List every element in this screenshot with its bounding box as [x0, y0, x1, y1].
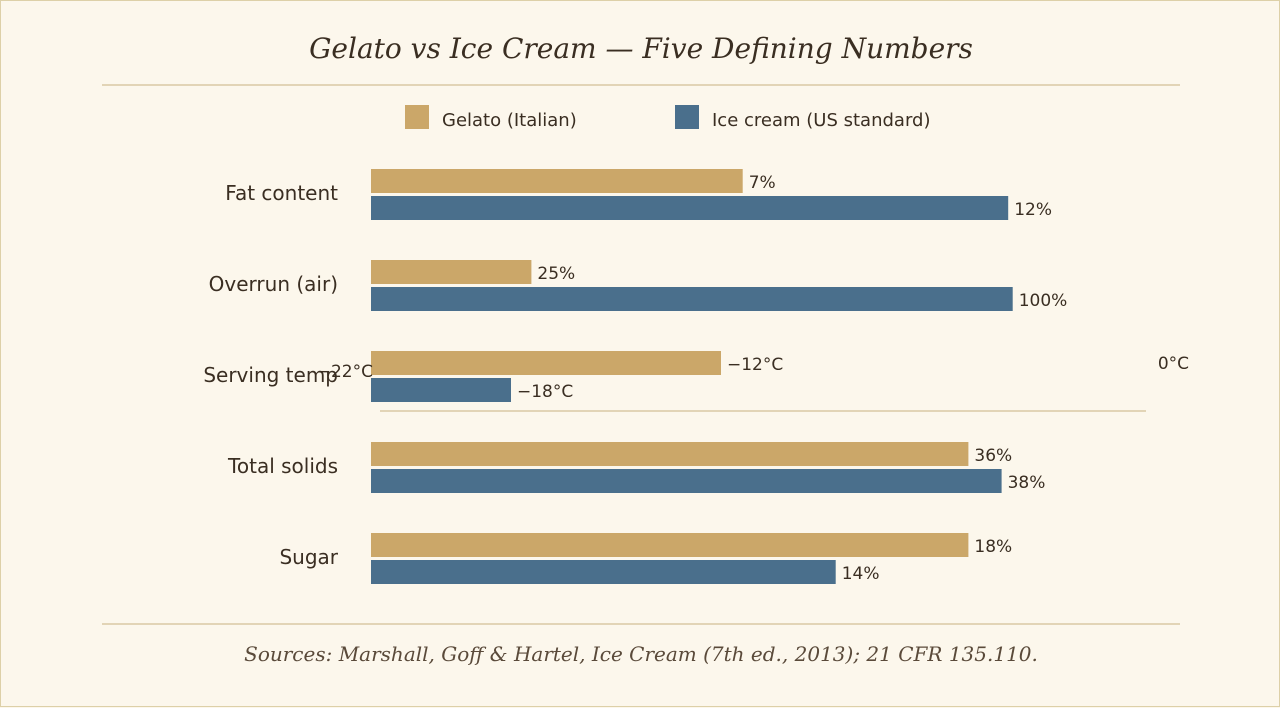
category-label-overrun-air: Overrun (air): [209, 272, 338, 296]
bar-total-solids-gelato: [371, 442, 969, 466]
legend-swatch-gelato: [405, 105, 429, 129]
category-label-sugar: Sugar: [279, 545, 338, 569]
bar-serving-temp-gelato: [371, 351, 721, 375]
bar-fat-content-gelato: [371, 169, 743, 193]
bar-overrun-air-gelato: [371, 260, 532, 284]
bars-group: Fat content 7% 12% Overrun (air) 25% 100% Serv…: [203, 169, 1189, 584]
category-label-serving-temp: Serving temp: [203, 363, 338, 387]
value-label-total-solids-icecream: 38%: [1008, 473, 1046, 493]
bar-overrun-air-icecream: [371, 287, 1013, 311]
bar-fat-content-icecream: [371, 196, 1009, 220]
value-label-sugar-gelato: 18%: [974, 537, 1012, 557]
value-label-total-solids-gelato: 36%: [974, 446, 1012, 466]
bar-sugar-icecream: [371, 560, 836, 584]
bar-total-solids-icecream: [371, 469, 1002, 493]
legend-label-gelato: Gelato (Italian): [442, 110, 577, 131]
category-label-fat-content: Fat content: [225, 181, 338, 205]
category-label-total-solids: Total solids: [227, 454, 338, 478]
legend: Gelato (Italian) Ice cream (US standard): [405, 105, 930, 131]
value-label-fat-content-gelato: 7%: [749, 173, 776, 193]
legend-swatch-icecream: [675, 105, 699, 129]
value-label-overrun-air-icecream: 100%: [1019, 291, 1068, 311]
axis-label-max: 0°C: [1158, 354, 1189, 374]
bar-sugar-gelato: [371, 533, 969, 557]
source-note: Sources: Marshall, Goff & Hartel, Ice Cr…: [244, 642, 1038, 666]
axis-label-min: −22°C: [317, 362, 373, 382]
value-label-serving-temp-gelato: −12°C: [727, 355, 783, 375]
value-label-overrun-air-gelato: 25%: [537, 264, 575, 284]
value-label-sugar-icecream: 14%: [842, 564, 880, 584]
value-label-fat-content-icecream: 12%: [1014, 200, 1052, 220]
value-label-serving-temp-icecream: −18°C: [517, 382, 573, 402]
legend-label-icecream: Ice cream (US standard): [712, 110, 930, 131]
bar-serving-temp-icecream: [371, 378, 511, 402]
chart-title: Gelato vs Ice Cream — Five Defining Numb…: [309, 32, 973, 65]
